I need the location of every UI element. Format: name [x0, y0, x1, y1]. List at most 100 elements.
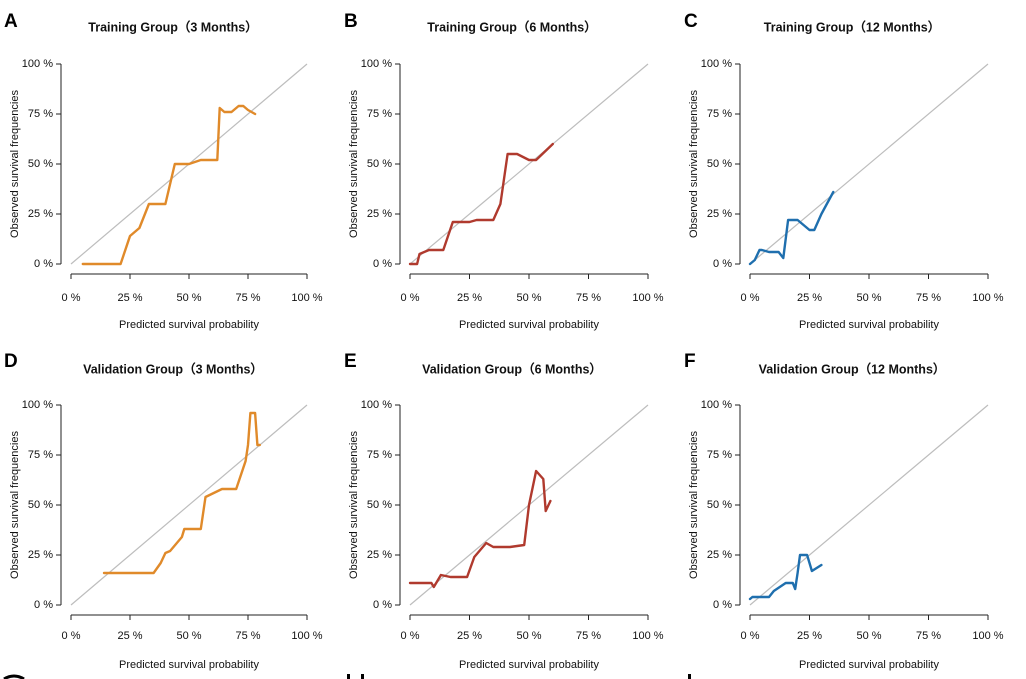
panel-letter: A: [4, 11, 18, 32]
x-tick-label: 50 %: [176, 292, 201, 304]
x-tick-label: 50 %: [516, 292, 541, 304]
reference-diagonal: [70, 404, 308, 606]
panel-title: Validation Group（12 Months）: [759, 361, 946, 376]
y-axis-label: Observed survival frequencies: [688, 90, 700, 238]
x-axis-label: Predicted survival probability: [119, 659, 260, 671]
calibration-curve: [748, 190, 835, 266]
y-tick-label: 50 %: [707, 158, 732, 170]
panel-c: C Training Group（12 Months） 0 % 25 % 50 % 75 …: [684, 11, 1004, 331]
y-tick-label: 100 %: [22, 58, 53, 70]
x-tick-label: 50 %: [856, 630, 881, 642]
y-tick-label: 0 %: [713, 599, 732, 611]
x-tick-label: 50 %: [176, 630, 201, 642]
panel-title: Training Group（6 Months）: [427, 19, 596, 34]
x-tick-label: 0 %: [741, 630, 760, 642]
x-tick-label: 0 %: [62, 630, 81, 642]
y-tick-label: 50 %: [28, 158, 53, 170]
y-tick-label: 25 %: [28, 549, 53, 561]
y-axis-label: Observed survival frequencies: [348, 90, 360, 238]
x-tick-label: 100 %: [632, 292, 663, 304]
y-tick-label: 75 %: [707, 108, 732, 120]
y-tick-label: 50 %: [367, 499, 392, 511]
x-tick-label: 0 %: [741, 292, 760, 304]
x-tick-label: 100 %: [972, 292, 1003, 304]
panel-b: B Training Group（6 Months） 0 % 25 % 50 % 75 %…: [344, 11, 664, 331]
x-tick-label: 25 %: [457, 630, 482, 642]
x-tick-label: 75 %: [576, 292, 601, 304]
panel-letter: B: [344, 11, 358, 32]
y-tick-label: 75 %: [367, 108, 392, 120]
reference-diagonal: [749, 63, 989, 265]
x-tick-label: 50 %: [856, 292, 881, 304]
calibration-curve: [102, 411, 261, 575]
y-axis-label: Observed survival frequencies: [9, 90, 21, 238]
x-tick-label: 75 %: [235, 630, 260, 642]
x-tick-label: 75 %: [576, 630, 601, 642]
y-tick-label: 75 %: [28, 108, 53, 120]
x-tick-label: 100 %: [291, 630, 322, 642]
y-tick-label: 0 %: [34, 258, 53, 270]
panel-letter: F: [684, 351, 696, 372]
partial-letter: [688, 674, 691, 679]
panel-letter: D: [4, 351, 18, 372]
x-tick-label: 75 %: [916, 630, 941, 642]
x-axis-label: Predicted survival probability: [799, 659, 940, 671]
y-tick-label: 100 %: [22, 399, 53, 411]
x-axis-label: Predicted survival probability: [799, 319, 940, 331]
y-tick-label: 25 %: [707, 549, 732, 561]
y-tick-label: 0 %: [373, 258, 392, 270]
y-tick-label: 25 %: [707, 208, 732, 220]
y-tick-label: 75 %: [28, 449, 53, 461]
y-tick-label: 100 %: [361, 58, 392, 70]
panel-f: F Validation Group（12 Months） 0 % 25 % 50 % 7…: [684, 351, 1004, 671]
reference-diagonal: [749, 404, 989, 606]
x-tick-label: 25 %: [797, 292, 822, 304]
calibration-curve: [408, 469, 552, 589]
x-tick-label: 50 %: [516, 630, 541, 642]
x-tick-label: 0 %: [401, 630, 420, 642]
panel-letter: E: [344, 351, 357, 372]
calibration-curve: [748, 553, 823, 601]
calibration-curve: [81, 104, 257, 266]
panel-a: A Training Group（3 Months） 0 % 25 % 50 % 75 %…: [4, 11, 323, 331]
x-axis-label: Predicted survival probability: [459, 659, 600, 671]
y-tick-label: 25 %: [367, 208, 392, 220]
y-tick-label: 100 %: [361, 399, 392, 411]
panel-d: D Validation Group（3 Months） 0 % 25 % 50 % 75…: [4, 351, 323, 671]
y-tick-label: 0 %: [373, 599, 392, 611]
x-tick-label: 75 %: [235, 292, 260, 304]
x-tick-label: 75 %: [916, 292, 941, 304]
x-tick-label: 0 %: [401, 292, 420, 304]
y-tick-label: 100 %: [701, 399, 732, 411]
panel-title: Training Group（12 Months）: [764, 19, 940, 34]
panel-title: Validation Group（6 Months）: [422, 361, 602, 376]
y-tick-label: 25 %: [28, 208, 53, 220]
panel-title: Validation Group（3 Months）: [83, 361, 263, 376]
y-axis-label: Observed survival frequencies: [688, 431, 700, 579]
partial-letter: [361, 674, 364, 679]
y-tick-label: 0 %: [713, 258, 732, 270]
panel-letter: C: [684, 11, 698, 32]
x-tick-label: 100 %: [972, 630, 1003, 642]
x-axis-label: Predicted survival probability: [119, 319, 260, 331]
y-tick-label: 75 %: [707, 449, 732, 461]
y-tick-label: 25 %: [367, 549, 392, 561]
y-tick-label: 100 %: [701, 58, 732, 70]
next-row-letter-fragments: [3, 674, 691, 679]
x-tick-label: 100 %: [291, 292, 322, 304]
x-tick-label: 25 %: [457, 292, 482, 304]
x-tick-label: 25 %: [797, 630, 822, 642]
x-tick-label: 25 %: [117, 630, 142, 642]
panel-e: E Validation Group（6 Months） 0 % 25 % 50 % 75…: [344, 351, 664, 671]
x-tick-label: 25 %: [117, 292, 142, 304]
y-tick-label: 50 %: [28, 499, 53, 511]
x-tick-label: 0 %: [62, 292, 81, 304]
y-tick-label: 50 %: [367, 158, 392, 170]
y-tick-label: 50 %: [707, 499, 732, 511]
y-axis-label: Observed survival frequencies: [9, 431, 21, 579]
calibration-curve: [408, 142, 554, 266]
partial-letter: [347, 674, 350, 679]
reference-diagonal: [409, 63, 649, 265]
y-tick-label: 0 %: [34, 599, 53, 611]
